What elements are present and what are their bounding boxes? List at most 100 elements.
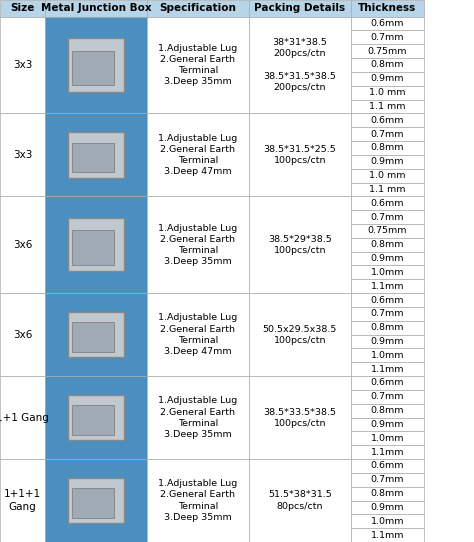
Text: 0.9mm: 0.9mm xyxy=(371,74,404,83)
Bar xyxy=(73,405,115,435)
Text: 0.9mm: 0.9mm xyxy=(371,157,404,166)
Text: 0.7mm: 0.7mm xyxy=(371,475,404,485)
Text: 1.Adjustable Lug
2.General Earth
Terminal
3.Deep 47mm: 1.Adjustable Lug 2.General Earth Termina… xyxy=(158,134,237,176)
Text: Size: Size xyxy=(10,3,35,14)
Text: 0.8mm: 0.8mm xyxy=(371,323,404,332)
Bar xyxy=(351,376,424,390)
Bar xyxy=(249,17,351,113)
Text: 38.5*29*38.5
100pcs/ctn: 38.5*29*38.5 100pcs/ctn xyxy=(268,235,332,255)
Bar xyxy=(351,238,424,251)
Bar xyxy=(68,312,124,357)
Text: 1.0 mm: 1.0 mm xyxy=(369,171,406,180)
Bar xyxy=(0,113,45,196)
Text: 0.8mm: 0.8mm xyxy=(371,144,404,152)
Bar xyxy=(351,321,424,334)
Bar xyxy=(351,17,424,30)
Text: 38*31*38.5
200pcs/ctn

38.5*31.5*38.5
200pcs/ctn: 38*31*38.5 200pcs/ctn 38.5*31.5*38.5 200… xyxy=(264,38,336,92)
Bar xyxy=(68,478,124,524)
Bar xyxy=(249,293,351,376)
Bar xyxy=(351,224,424,238)
Text: 0.9mm: 0.9mm xyxy=(371,254,404,263)
Text: Metal Junction Box: Metal Junction Box xyxy=(41,3,151,14)
Bar xyxy=(351,431,424,445)
Bar xyxy=(351,72,424,86)
Bar xyxy=(351,169,424,183)
Bar xyxy=(351,334,424,349)
Text: 0.6mm: 0.6mm xyxy=(371,461,404,470)
Text: 1.0mm: 1.0mm xyxy=(371,517,404,526)
Bar xyxy=(249,0,351,17)
Bar xyxy=(351,44,424,58)
Bar xyxy=(249,113,351,196)
Bar xyxy=(351,404,424,417)
Bar xyxy=(351,349,424,362)
Text: 0.9mm: 0.9mm xyxy=(371,337,404,346)
Text: 38.5*33.5*38.5
100pcs/ctn: 38.5*33.5*38.5 100pcs/ctn xyxy=(263,408,337,428)
Text: 0.9mm: 0.9mm xyxy=(371,420,404,429)
Bar xyxy=(351,113,424,127)
Bar xyxy=(73,143,115,172)
Text: 0.75mm: 0.75mm xyxy=(368,227,407,235)
Bar xyxy=(351,459,424,473)
Text: 51.5*38*31.5
80pcs/ctn: 51.5*38*31.5 80pcs/ctn xyxy=(268,491,332,511)
Bar xyxy=(45,0,147,17)
Text: 1+1+1
Gang: 1+1+1 Gang xyxy=(4,489,41,512)
Bar xyxy=(45,293,147,376)
Bar xyxy=(351,528,424,542)
Text: 1.0 mm: 1.0 mm xyxy=(369,88,406,97)
Text: 0.6mm: 0.6mm xyxy=(371,295,404,305)
Text: 1.0mm: 1.0mm xyxy=(371,434,404,443)
Bar xyxy=(351,362,424,376)
Bar xyxy=(68,218,124,272)
Bar xyxy=(351,390,424,404)
Bar xyxy=(351,251,424,266)
Text: 0.6mm: 0.6mm xyxy=(371,116,404,125)
Text: 1.Adjustable Lug
2.General Earth
Terminal
3.Deep 35mm: 1.Adjustable Lug 2.General Earth Termina… xyxy=(158,44,237,86)
Text: 0.7mm: 0.7mm xyxy=(371,392,404,401)
Bar xyxy=(351,196,424,210)
Text: Packing Details: Packing Details xyxy=(254,3,346,14)
Text: 0.8mm: 0.8mm xyxy=(371,406,404,415)
Text: 0.75mm: 0.75mm xyxy=(368,47,407,56)
Bar xyxy=(0,293,45,376)
Bar xyxy=(73,230,115,265)
Text: 1.Adjustable Lug
2.General Earth
Terminal
3.Deep 35mm: 1.Adjustable Lug 2.General Earth Termina… xyxy=(158,224,237,266)
Bar xyxy=(73,50,115,85)
Text: Thickness: Thickness xyxy=(358,3,417,14)
Text: 3x3: 3x3 xyxy=(13,60,32,70)
Text: 1.1 mm: 1.1 mm xyxy=(369,185,406,194)
Bar xyxy=(0,0,45,17)
Bar xyxy=(351,473,424,487)
Bar xyxy=(351,307,424,321)
Text: 1.0mm: 1.0mm xyxy=(371,268,404,277)
Bar xyxy=(249,459,351,542)
Bar xyxy=(249,376,351,459)
Bar xyxy=(45,459,147,542)
Bar xyxy=(147,0,249,17)
Bar xyxy=(147,113,249,196)
Bar xyxy=(45,376,147,459)
Text: 1.1mm: 1.1mm xyxy=(371,365,404,373)
Text: 3x6: 3x6 xyxy=(13,330,32,340)
Text: 1+1 Gang: 1+1 Gang xyxy=(0,412,49,423)
Text: 0.8mm: 0.8mm xyxy=(371,61,404,69)
Bar xyxy=(73,488,115,518)
Bar xyxy=(351,210,424,224)
Text: 0.7mm: 0.7mm xyxy=(371,309,404,318)
Bar xyxy=(351,487,424,500)
Text: 3x3: 3x3 xyxy=(13,150,32,160)
Text: 0.7mm: 0.7mm xyxy=(371,33,404,42)
Bar xyxy=(68,38,124,92)
Bar xyxy=(351,445,424,459)
Bar xyxy=(351,155,424,169)
Bar xyxy=(45,17,147,113)
Bar xyxy=(351,293,424,307)
Text: 0.9mm: 0.9mm xyxy=(371,503,404,512)
Bar xyxy=(147,196,249,293)
Bar xyxy=(45,196,147,293)
Text: 1.0mm: 1.0mm xyxy=(371,351,404,360)
Bar xyxy=(147,17,249,113)
Bar xyxy=(0,459,45,542)
Bar xyxy=(351,266,424,279)
Bar xyxy=(351,279,424,293)
